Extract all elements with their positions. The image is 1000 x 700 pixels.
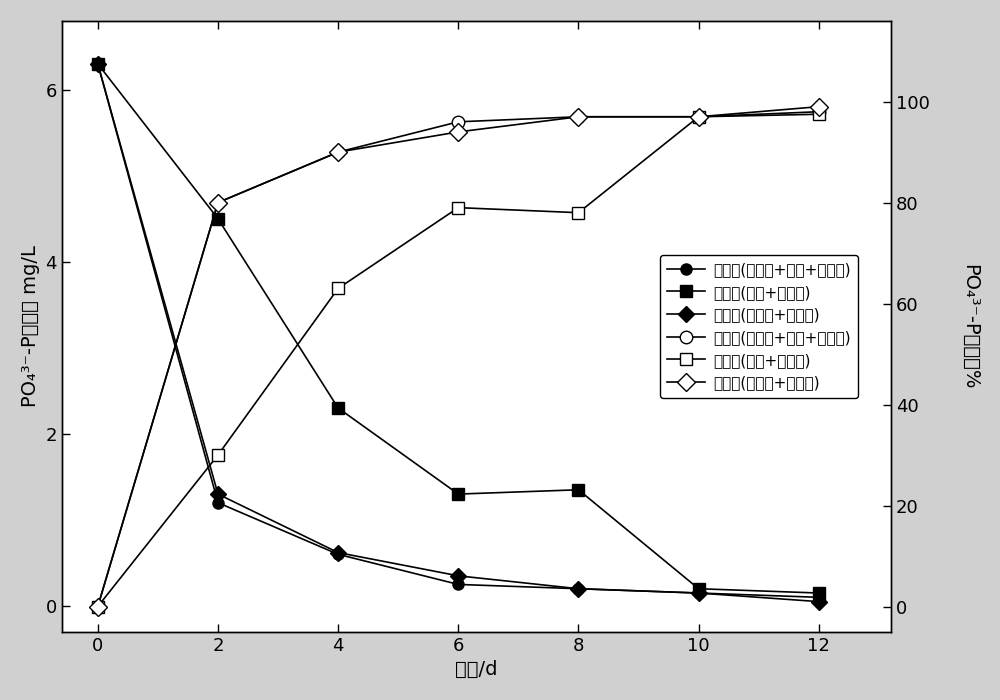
残余量(黄铁矿+硫磺+菱铁矿) [92, 60, 104, 68]
残余量(黄铁矿+硫磺+菱铁矿) [693, 589, 705, 597]
残余量(黄铁矿+菱铁矿) [452, 572, 464, 580]
去除率(硫磺+菱铁矿) [212, 451, 224, 459]
残余量(黄铁矿+硫磺+菱铁矿) [572, 584, 584, 593]
去除率(硫磺+菱铁矿) [693, 113, 705, 121]
去除率(黄铁矿+菱铁矿) [212, 198, 224, 206]
Line: 去除率(黄铁矿+硫磺+菱铁矿): 去除率(黄铁矿+硫磺+菱铁矿) [92, 106, 825, 612]
残余量(硫磺+菱铁矿) [92, 60, 104, 68]
残余量(黄铁矿+菱铁矿) [212, 490, 224, 498]
残余量(硫磺+菱铁矿) [813, 589, 825, 597]
残余量(黄铁矿+菱铁矿) [813, 597, 825, 606]
残余量(硫磺+菱铁矿) [452, 490, 464, 498]
去除率(黄铁矿+硫磺+菱铁矿) [92, 602, 104, 610]
Y-axis label: PO₄³⁻-P去除率%: PO₄³⁻-P去除率% [960, 263, 979, 389]
残余量(黄铁矿+菱铁矿) [572, 584, 584, 593]
Y-axis label: PO₄³⁻-P残余量 mg/L: PO₄³⁻-P残余量 mg/L [21, 246, 40, 407]
去除率(黄铁矿+硫磺+菱铁矿) [212, 198, 224, 206]
残余量(黄铁矿+硫磺+菱铁矿) [452, 580, 464, 589]
去除率(硫磺+菱铁矿) [452, 204, 464, 212]
残余量(黄铁矿+菱铁矿) [332, 548, 344, 556]
去除率(硫磺+菱铁矿) [332, 284, 344, 293]
去除率(黄铁矿+菱铁矿) [332, 148, 344, 156]
去除率(黄铁矿+硫磺+菱铁矿) [332, 148, 344, 156]
去除率(黄铁矿+菱铁矿) [452, 127, 464, 136]
Line: 残余量(黄铁矿+菱铁矿): 残余量(黄铁矿+菱铁矿) [92, 58, 824, 607]
残余量(黄铁矿+硫磺+菱铁矿) [813, 593, 825, 601]
Line: 残余量(硫磺+菱铁矿): 残余量(硫磺+菱铁矿) [92, 58, 824, 598]
残余量(黄铁矿+菱铁矿) [693, 589, 705, 597]
残余量(黄铁矿+硫磺+菱铁矿) [212, 498, 224, 507]
去除率(黄铁矿+菱铁矿) [572, 113, 584, 121]
Legend: 残余量(黄铁矿+硫磺+菱铁矿), 残余量(硫磺+菱铁矿), 残余量(黄铁矿+菱铁矿), 去除率(黄铁矿+硫磺+菱铁矿), 去除率(硫磺+菱铁矿), 去除率(黄铁: 残余量(黄铁矿+硫磺+菱铁矿), 残余量(硫磺+菱铁矿), 残余量(黄铁矿+菱铁… [660, 255, 858, 398]
去除率(黄铁矿+硫磺+菱铁矿) [813, 108, 825, 116]
去除率(黄铁矿+菱铁矿) [92, 602, 104, 610]
残余量(黄铁矿+菱铁矿) [92, 60, 104, 68]
Line: 残余量(黄铁矿+硫磺+菱铁矿): 残余量(黄铁矿+硫磺+菱铁矿) [92, 58, 824, 603]
残余量(黄铁矿+硫磺+菱铁矿) [332, 550, 344, 559]
残余量(硫磺+菱铁矿) [572, 486, 584, 494]
去除率(硫磺+菱铁矿) [92, 602, 104, 610]
去除率(硫磺+菱铁矿) [572, 209, 584, 217]
去除率(硫磺+菱铁矿) [813, 110, 825, 118]
去除率(黄铁矿+菱铁矿) [693, 113, 705, 121]
去除率(黄铁矿+硫磺+菱铁矿) [572, 113, 584, 121]
Line: 去除率(硫磺+菱铁矿): 去除率(硫磺+菱铁矿) [92, 108, 825, 612]
去除率(黄铁矿+硫磺+菱铁矿) [693, 113, 705, 121]
X-axis label: 时间/d: 时间/d [455, 660, 498, 679]
残余量(硫磺+菱铁矿) [693, 584, 705, 593]
残余量(硫磺+菱铁矿) [332, 404, 344, 412]
去除率(黄铁矿+硫磺+菱铁矿) [452, 118, 464, 126]
残余量(硫磺+菱铁矿) [212, 214, 224, 223]
去除率(黄铁矿+菱铁矿) [813, 102, 825, 111]
Line: 去除率(黄铁矿+菱铁矿): 去除率(黄铁矿+菱铁矿) [92, 100, 825, 612]
